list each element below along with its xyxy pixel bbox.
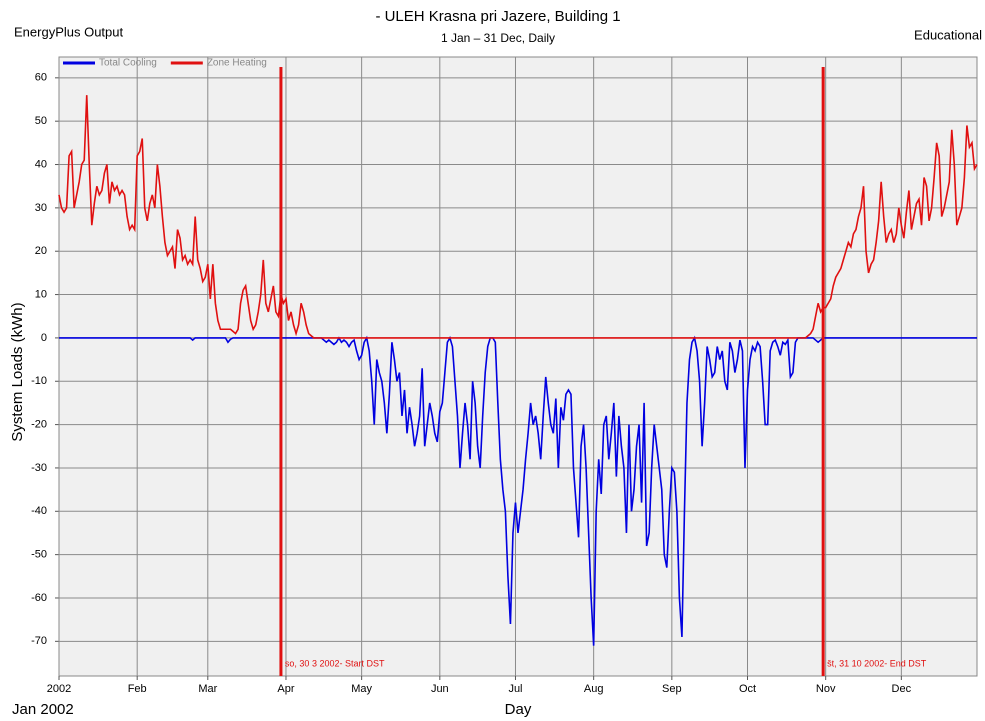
y-tick-label: 40 xyxy=(35,158,47,170)
footer-left: Jan 2002 xyxy=(12,701,74,718)
x-tick-label: Nov xyxy=(816,683,836,695)
y-tick-label: -50 xyxy=(31,549,47,561)
header-right: Educational xyxy=(914,27,982,42)
dst-label: št, 31 10 2002- End DST xyxy=(827,658,927,668)
legend-label: Zone Heating xyxy=(207,58,267,69)
dst-label: so, 30 3 2002- Start DST xyxy=(285,658,385,668)
y-tick-label: 0 xyxy=(41,332,47,344)
x-tick-label: May xyxy=(351,683,372,695)
y-tick-label: -30 xyxy=(31,462,47,474)
chart-title: - ULEH Krasna pri Jazere, Building 1 xyxy=(375,8,620,25)
x-tick-label: Apr xyxy=(277,683,294,695)
x-tick-label: Sep xyxy=(662,683,682,695)
x-tick-label: Aug xyxy=(584,683,604,695)
x-tick-label: Feb xyxy=(128,683,147,695)
legend-label: Total Cooling xyxy=(99,58,157,69)
y-tick-label: 30 xyxy=(35,202,47,214)
y-tick-label: 10 xyxy=(35,288,47,300)
plot-area xyxy=(58,56,978,677)
x-tick-label: Oct xyxy=(739,683,756,695)
x-tick-label: Jul xyxy=(508,683,522,695)
y-axis-label: System Loads (kWh) xyxy=(9,302,26,441)
y-tick-label: 50 xyxy=(35,115,47,127)
header-left: EnergyPlus Output xyxy=(14,24,124,39)
x-tick-label: Mar xyxy=(198,683,217,695)
y-tick-label: -70 xyxy=(31,635,47,647)
y-tick-label: -60 xyxy=(31,592,47,604)
y-tick-label: -10 xyxy=(31,375,47,387)
y-tick-label: 60 xyxy=(35,72,47,84)
y-tick-label: -40 xyxy=(31,505,47,517)
x-axis-label: Day xyxy=(505,701,532,718)
x-tick-label: Jun xyxy=(431,683,449,695)
x-tick-label: Dec xyxy=(892,683,912,695)
chart-subtitle: 1 Jan – 31 Dec, Daily xyxy=(441,31,555,45)
x-tick-label: 2002 xyxy=(47,683,71,695)
y-tick-label: 20 xyxy=(35,245,47,257)
y-tick-label: -20 xyxy=(31,419,47,431)
